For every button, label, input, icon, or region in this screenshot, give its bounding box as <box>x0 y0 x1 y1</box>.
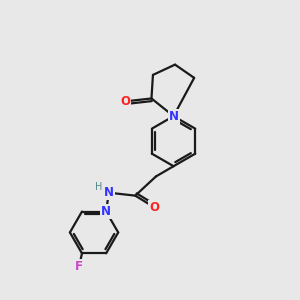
Text: F: F <box>75 260 83 273</box>
Text: N: N <box>101 205 111 218</box>
Text: N: N <box>104 186 114 199</box>
Text: N: N <box>169 110 178 123</box>
Text: H: H <box>95 182 102 192</box>
Text: O: O <box>120 95 130 108</box>
Text: O: O <box>149 201 159 214</box>
